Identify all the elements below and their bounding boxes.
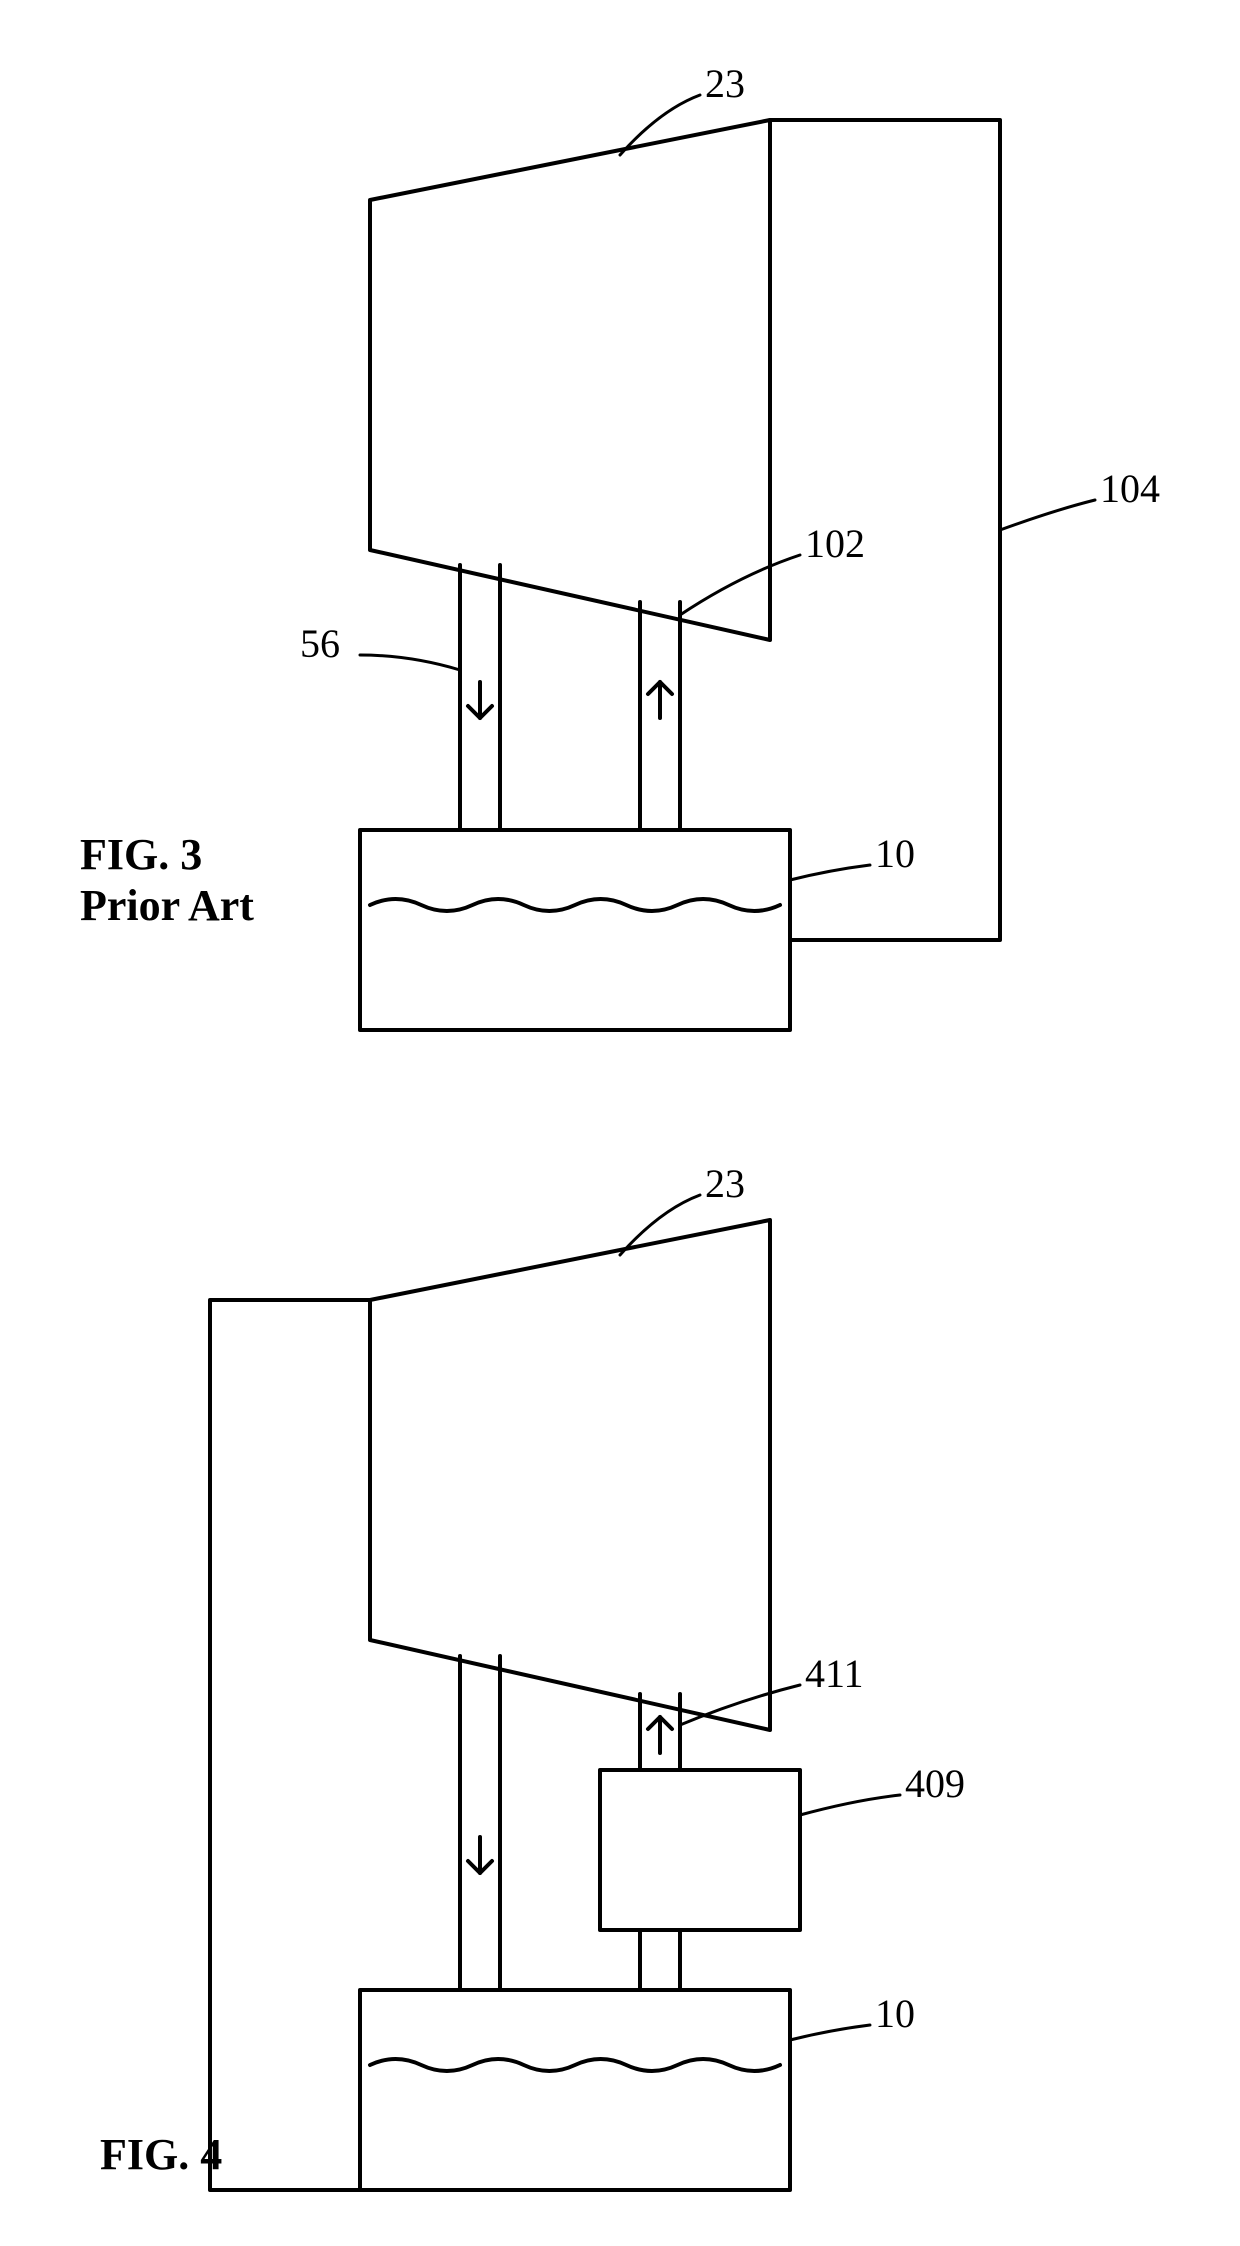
- label-23-fig3: 23: [705, 60, 745, 107]
- caption-fig3-line2: Prior Art: [80, 881, 254, 932]
- caption-fig4: FIG. 4: [100, 2130, 222, 2181]
- diagram-svg: [0, 0, 1240, 2246]
- label-104: 104: [1100, 465, 1160, 512]
- label-409: 409: [905, 1760, 965, 1807]
- label-411: 411: [805, 1650, 864, 1697]
- label-10-fig3: 10: [875, 830, 915, 877]
- caption-fig3: FIG. 3 Prior Art: [80, 830, 254, 931]
- caption-fig4-text: FIG. 4: [100, 2130, 222, 2179]
- label-23-fig4: 23: [705, 1160, 745, 1207]
- label-102: 102: [805, 520, 865, 567]
- label-10-fig4: 10: [875, 1990, 915, 2037]
- caption-fig3-line1: FIG. 3: [80, 830, 254, 881]
- label-56: 56: [300, 620, 340, 667]
